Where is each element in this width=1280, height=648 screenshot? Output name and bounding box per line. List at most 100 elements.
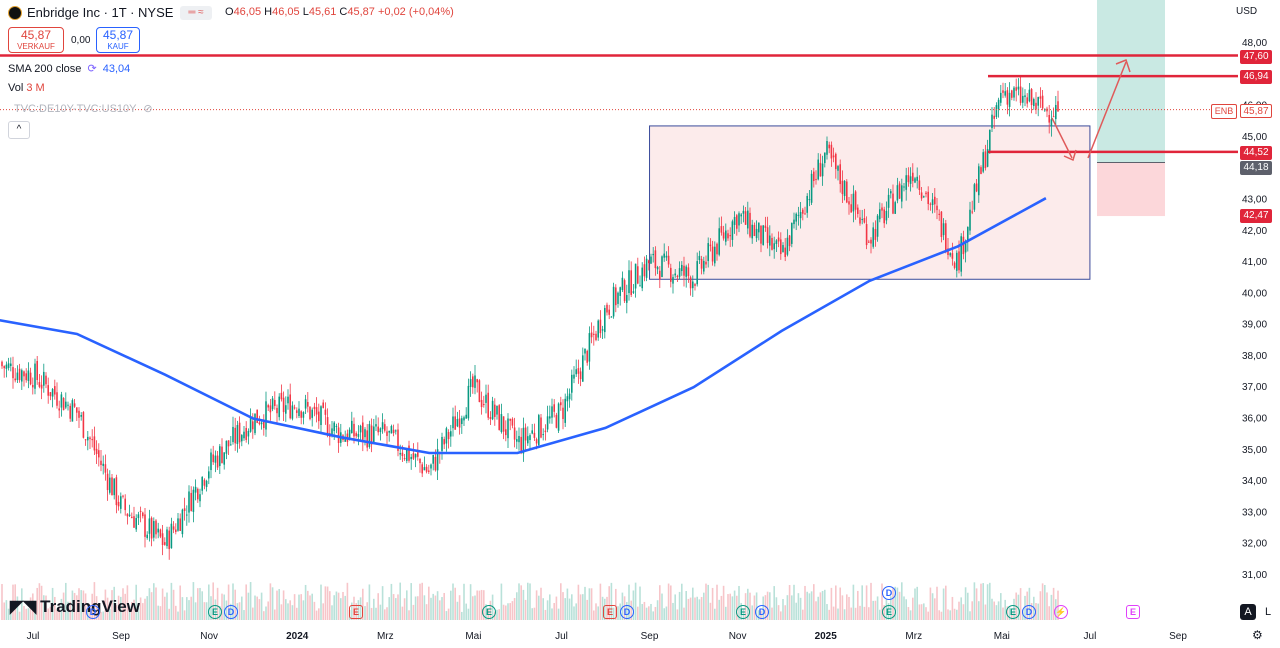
volume-bar <box>439 600 441 620</box>
volume-bar <box>788 585 791 620</box>
y-axis: 48,0047,0046,0045,0044,0043,0042,0041,00… <box>1242 38 1267 581</box>
candle-body <box>476 379 478 383</box>
volume-bar <box>1028 587 1031 620</box>
volume-bar <box>329 591 331 620</box>
volume-bar <box>815 601 817 620</box>
down-arrow-head <box>1063 149 1077 162</box>
flash-icon[interactable]: ⚡ <box>1054 605 1068 619</box>
candle-body <box>1026 97 1028 104</box>
volume-bar <box>150 592 153 620</box>
volume-bar <box>661 593 663 620</box>
volume-bar <box>472 596 474 620</box>
dividend-icon[interactable]: D <box>882 586 896 600</box>
volume-bar <box>463 583 465 620</box>
volume-bar <box>395 598 397 620</box>
earnings-icon[interactable]: E <box>482 605 496 619</box>
candle-body <box>271 398 274 410</box>
earnings-icon[interactable]: E <box>1006 605 1020 619</box>
sell-button[interactable]: 45,87 VERKAUF <box>8 27 64 53</box>
volume-legend[interactable]: Vol 3 M <box>8 82 45 94</box>
eye-hidden-icon[interactable]: ⊘ <box>143 103 153 115</box>
volume-bar <box>73 592 76 620</box>
volume-bar <box>137 607 140 620</box>
candle-body <box>705 261 707 265</box>
candle-body <box>43 371 45 386</box>
volume-bar <box>355 603 357 620</box>
dividend-icon[interactable]: D <box>86 605 100 619</box>
candle-body <box>925 192 927 195</box>
dividend-icon[interactable]: D <box>755 605 769 619</box>
compare-chips-icon[interactable]: ═ ≈ <box>180 6 212 20</box>
volume-bar <box>287 603 289 620</box>
volume-bar <box>155 587 157 620</box>
volume-bar <box>344 595 346 620</box>
volume-bar <box>271 587 274 620</box>
currency-label[interactable]: USD <box>1236 6 1258 17</box>
earnings-icon[interactable]: E <box>1126 605 1140 619</box>
volume-bar <box>375 607 377 620</box>
volume-bar <box>940 611 943 620</box>
volume-bar <box>32 593 34 620</box>
earnings-icon[interactable]: E <box>736 605 750 619</box>
settings-icon[interactable]: ⟳ <box>87 63 97 75</box>
candle-body <box>832 155 835 158</box>
volume-bar <box>551 608 553 620</box>
candle-body <box>670 267 672 282</box>
sma-legend[interactable]: SMA 200 close ⟳ 43,04 <box>8 63 131 75</box>
chevron-up-icon[interactable]: ^ <box>8 121 30 139</box>
log-scale-button[interactable]: L <box>1264 606 1272 618</box>
dividend-icon[interactable]: D <box>224 605 238 619</box>
compare-legend[interactable]: TVC:DE10Y-TVC:US10Y ⊘ <box>14 103 153 115</box>
dividend-icon[interactable]: D <box>1022 605 1036 619</box>
buy-button[interactable]: 45,87 KAUF <box>96 27 140 53</box>
volume-bar <box>936 586 938 620</box>
earnings-icon[interactable]: E <box>882 605 896 619</box>
volume-bar <box>964 587 967 620</box>
volume-bar <box>791 595 793 620</box>
volume-bar <box>126 585 129 620</box>
dividend-icon[interactable]: D <box>620 605 634 619</box>
candle-body <box>980 167 982 174</box>
volume-bar <box>205 602 208 620</box>
volume-bar <box>318 608 320 620</box>
candle-body <box>373 426 375 443</box>
price-tag-support: 44,52 <box>1240 146 1272 160</box>
candle-body <box>379 428 382 433</box>
volume-bar <box>21 588 23 620</box>
volume-bar <box>863 606 866 620</box>
candle-body <box>18 368 21 381</box>
volume-bar <box>115 605 118 620</box>
candle-body <box>744 211 747 225</box>
candle-body <box>802 209 804 214</box>
volume-bar <box>784 605 786 620</box>
candle-body <box>377 426 379 433</box>
volume-bar <box>529 583 531 620</box>
x-axis: Jul Sep Nov 2024 Mrz Mai Jul Sep Nov 2025 Mrz Mai Ju… <box>27 631 1188 642</box>
volume-bar <box>953 608 956 620</box>
candle-body <box>164 542 166 545</box>
candle-body <box>93 436 96 451</box>
volume-bar <box>445 611 448 620</box>
horizontal-levels <box>0 54 1238 154</box>
earnings-icon[interactable]: E <box>349 605 363 619</box>
volume-bar <box>386 607 388 620</box>
symbol-title[interactable]: Enbridge Inc · 1T · NYSE <box>27 5 174 20</box>
gear-icon[interactable]: ⚙ <box>1252 628 1263 642</box>
volume-bar <box>931 593 934 620</box>
volume-bar <box>65 582 67 620</box>
candle-body <box>1006 90 1009 105</box>
candle-body <box>469 379 472 387</box>
candle-body <box>392 429 395 434</box>
earnings-icon[interactable]: E <box>208 605 222 619</box>
volume-bar <box>689 597 692 620</box>
earnings-icon[interactable]: E <box>603 605 617 619</box>
auto-scale-button[interactable]: A <box>1240 604 1256 620</box>
volume-bar <box>650 603 652 620</box>
candle-body <box>461 418 463 424</box>
volume-bar <box>819 592 822 620</box>
volume-bar <box>243 610 245 620</box>
candle-body <box>179 518 181 531</box>
volume-bar <box>254 595 256 620</box>
volume-bar <box>483 590 485 620</box>
